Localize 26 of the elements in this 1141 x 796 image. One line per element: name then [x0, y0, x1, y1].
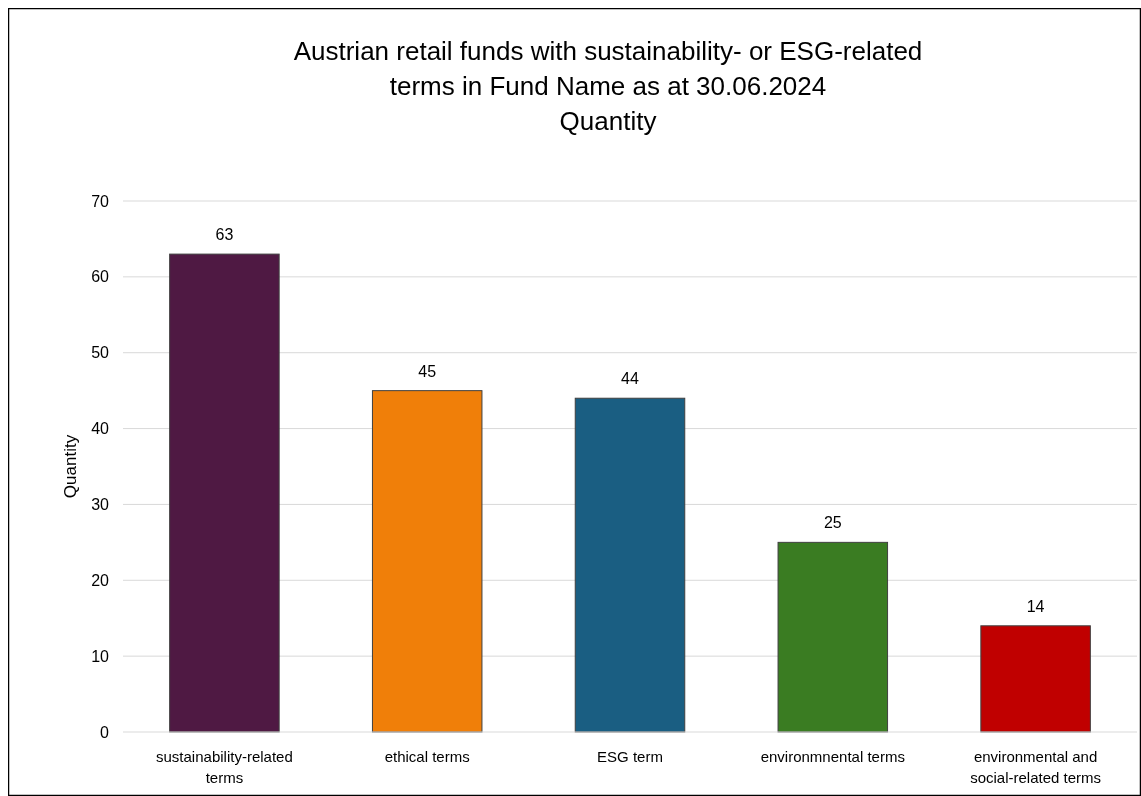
y-tick-label: 60: [91, 268, 110, 286]
bar: [980, 625, 1091, 733]
bar: [574, 397, 686, 733]
y-tick-label: 30: [91, 496, 110, 514]
bar: [371, 390, 483, 733]
x-tick-label: environmental and social-related terms: [970, 748, 1102, 786]
y-tick-label: 50: [91, 344, 110, 362]
bar: [169, 253, 280, 733]
data-label: 45: [418, 362, 437, 380]
y-tick-label: 70: [91, 192, 110, 210]
x-tick-label: sustainability-related terms: [156, 748, 293, 786]
y-tick-label: 20: [91, 571, 110, 589]
x-tick-label: ethical terms: [384, 748, 470, 765]
data-label: 14: [1026, 597, 1045, 615]
x-tick-label: ESG term: [597, 748, 663, 765]
data-label: 63: [215, 226, 234, 244]
chart-title: Austrian retail funds with sustainability- or ESG-related terms in Fund Name as at 30.06.2024: [293, 36, 923, 101]
y-tick-label: 0: [100, 723, 110, 741]
data-label: 25: [823, 514, 842, 532]
y-tick-label: 10: [91, 647, 110, 665]
chart-subtitle: Quantity: [559, 106, 657, 136]
data-label: 44: [621, 370, 639, 388]
y-axis-title: Quantity: [61, 434, 80, 499]
y-tick-label: 40: [91, 420, 110, 438]
bar: [777, 541, 889, 733]
x-tick-label: environmnental terms: [760, 748, 905, 765]
